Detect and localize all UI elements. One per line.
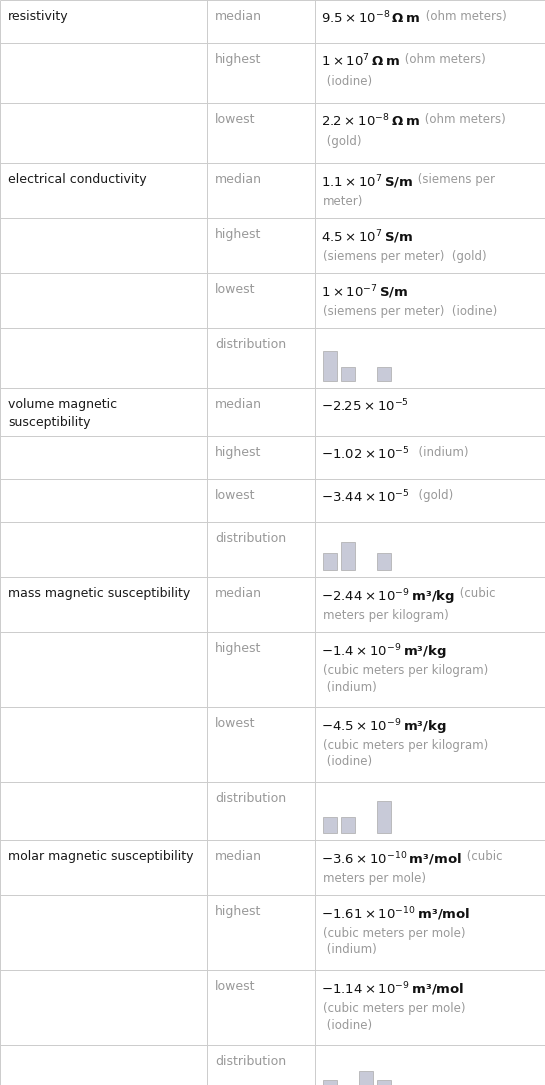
Text: highest: highest [215, 446, 262, 459]
Text: (cubic meters per kilogram)
 (indium): (cubic meters per kilogram) (indium) [323, 664, 488, 693]
Text: (gold): (gold) [410, 489, 453, 502]
Text: median: median [215, 398, 262, 411]
Text: molar magnetic susceptibility: molar magnetic susceptibility [8, 850, 193, 863]
Bar [341, 541, 355, 570]
Text: $-2.44\times10^{-9}$ m³/kg: $-2.44\times10^{-9}$ m³/kg [321, 587, 455, 607]
Bar [323, 1080, 337, 1085]
Text: $9.5\times10^{-8}$ Ω m: $9.5\times10^{-8}$ Ω m [321, 10, 421, 27]
Text: median: median [215, 587, 262, 600]
Text: highest: highest [215, 53, 262, 66]
Text: $-2.25\times10^{-5}$: $-2.25\times10^{-5}$ [321, 398, 409, 414]
Bar [377, 367, 391, 381]
Text: highest: highest [215, 228, 262, 241]
Text: distribution: distribution [215, 1055, 286, 1068]
Text: (iodine): (iodine) [323, 75, 372, 88]
Text: (cubic meters per kilogram)
 (iodine): (cubic meters per kilogram) (iodine) [323, 739, 488, 768]
Text: $-1.14\times10^{-9}$ m³/mol: $-1.14\times10^{-9}$ m³/mol [321, 980, 464, 997]
Text: $-3.44\times10^{-5}$: $-3.44\times10^{-5}$ [321, 489, 410, 506]
Text: (cubic meters per mole)
 (indium): (cubic meters per mole) (indium) [323, 927, 465, 957]
Text: electrical conductivity: electrical conductivity [8, 173, 147, 186]
Text: median: median [215, 173, 262, 186]
Text: lowest: lowest [215, 717, 256, 730]
Bar [341, 367, 355, 381]
Text: mass magnetic susceptibility: mass magnetic susceptibility [8, 587, 190, 600]
Text: distribution: distribution [215, 792, 286, 805]
Bar [377, 801, 391, 833]
Bar [323, 350, 337, 381]
Text: $-1.02\times10^{-5}$: $-1.02\times10^{-5}$ [321, 446, 410, 462]
Text: meter): meter) [323, 195, 364, 208]
Text: (ohm meters): (ohm meters) [401, 53, 486, 66]
Text: (cubic meters per mole)
 (iodine): (cubic meters per mole) (iodine) [323, 1003, 465, 1032]
Text: (ohm meters): (ohm meters) [422, 10, 506, 23]
Text: (cubic: (cubic [456, 587, 495, 600]
Text: lowest: lowest [215, 489, 256, 502]
Text: highest: highest [215, 642, 262, 655]
Text: (siemens per meter)  (gold): (siemens per meter) (gold) [323, 250, 487, 263]
Bar [323, 817, 337, 833]
Text: $-4.5\times10^{-9}$ m³/kg: $-4.5\times10^{-9}$ m³/kg [321, 717, 447, 737]
Text: $-1.61\times10^{-10}$ m³/mol: $-1.61\times10^{-10}$ m³/mol [321, 905, 470, 922]
Text: (siemens per: (siemens per [414, 173, 495, 186]
Text: meters per kilogram): meters per kilogram) [323, 609, 449, 622]
Text: resistivity: resistivity [8, 10, 69, 23]
Text: highest: highest [215, 905, 262, 918]
Text: $1.1\times10^{7}$ S/m: $1.1\times10^{7}$ S/m [321, 173, 413, 191]
Text: lowest: lowest [215, 113, 256, 126]
Text: lowest: lowest [215, 980, 256, 993]
Text: volume magnetic
susceptibility: volume magnetic susceptibility [8, 398, 117, 429]
Bar [377, 1080, 391, 1085]
Text: (indium): (indium) [410, 446, 468, 459]
Text: $-3.6\times10^{-10}$ m³/mol: $-3.6\times10^{-10}$ m³/mol [321, 850, 462, 868]
Text: $1\times10^{7}$ Ω m: $1\times10^{7}$ Ω m [321, 53, 400, 69]
Text: (siemens per meter)  (iodine): (siemens per meter) (iodine) [323, 305, 497, 318]
Text: $1\times10^{-7}$ S/m: $1\times10^{-7}$ S/m [321, 283, 409, 301]
Bar [323, 553, 337, 570]
Text: distribution: distribution [215, 532, 286, 545]
Text: median: median [215, 850, 262, 863]
Text: $-1.4\times10^{-9}$ m³/kg: $-1.4\times10^{-9}$ m³/kg [321, 642, 447, 662]
Text: (ohm meters): (ohm meters) [421, 113, 506, 126]
Text: (cubic: (cubic [463, 850, 502, 863]
Text: median: median [215, 10, 262, 23]
Text: meters per mole): meters per mole) [323, 872, 426, 885]
Text: $2.2\times10^{-8}$ Ω m: $2.2\times10^{-8}$ Ω m [321, 113, 420, 129]
Bar [377, 553, 391, 570]
Bar [359, 1071, 373, 1085]
Text: $4.5\times10^{7}$ S/m: $4.5\times10^{7}$ S/m [321, 228, 413, 245]
Bar [341, 817, 355, 833]
Text: (gold): (gold) [323, 135, 361, 148]
Text: distribution: distribution [215, 339, 286, 352]
Text: lowest: lowest [215, 283, 256, 296]
